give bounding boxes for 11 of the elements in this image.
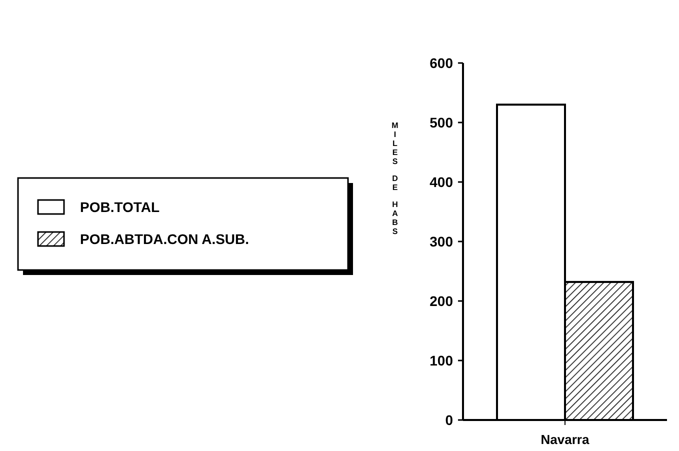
legend-label: POB.TOTAL xyxy=(80,198,160,215)
y-tick-label: 0 xyxy=(445,412,454,428)
legend-label: POB.ABTDA.CON A.SUB. xyxy=(80,230,250,247)
y-tick-label: 400 xyxy=(430,174,454,190)
x-tick-label: Navarra xyxy=(540,432,590,447)
y-tick-label: 200 xyxy=(430,292,454,309)
y-tick-label: 300 xyxy=(430,233,454,250)
y-tick-label: 500 xyxy=(430,114,454,130)
text: MILES DE HABS xyxy=(392,121,398,236)
y-tick-label: 100 xyxy=(430,352,454,368)
y-tick-label: 600 xyxy=(430,54,454,71)
